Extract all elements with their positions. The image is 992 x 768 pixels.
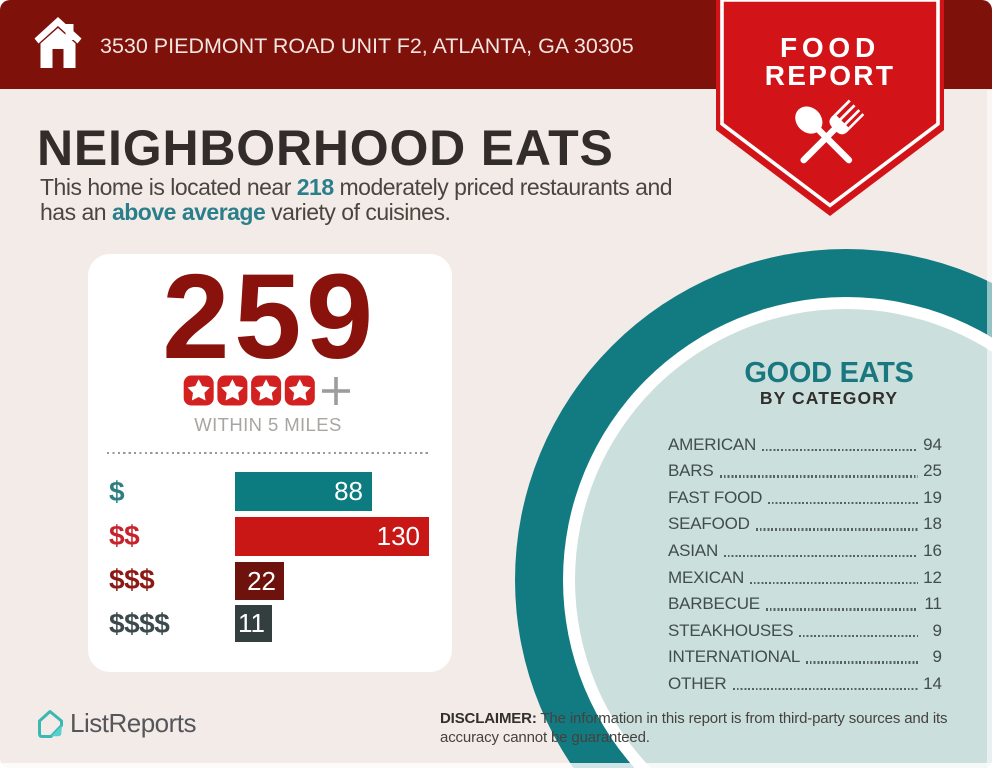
svg-text:FOOD: FOOD: [780, 32, 880, 63]
svg-text:REPORT: REPORT: [765, 60, 895, 91]
